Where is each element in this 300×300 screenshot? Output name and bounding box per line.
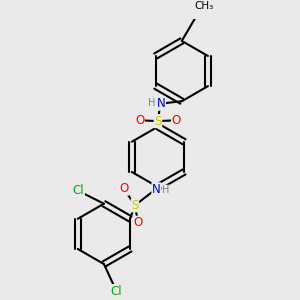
Text: S: S	[131, 199, 139, 212]
Text: H: H	[148, 98, 155, 108]
Text: S: S	[154, 115, 162, 128]
Text: N: N	[152, 183, 161, 196]
Text: O: O	[134, 216, 143, 229]
Text: O: O	[119, 182, 128, 195]
Text: Cl: Cl	[73, 184, 84, 197]
Text: H: H	[162, 185, 169, 195]
Text: O: O	[135, 114, 144, 127]
Text: CH₃: CH₃	[194, 1, 214, 11]
Text: O: O	[172, 114, 181, 127]
Text: N: N	[157, 97, 166, 110]
Text: Cl: Cl	[111, 285, 122, 298]
